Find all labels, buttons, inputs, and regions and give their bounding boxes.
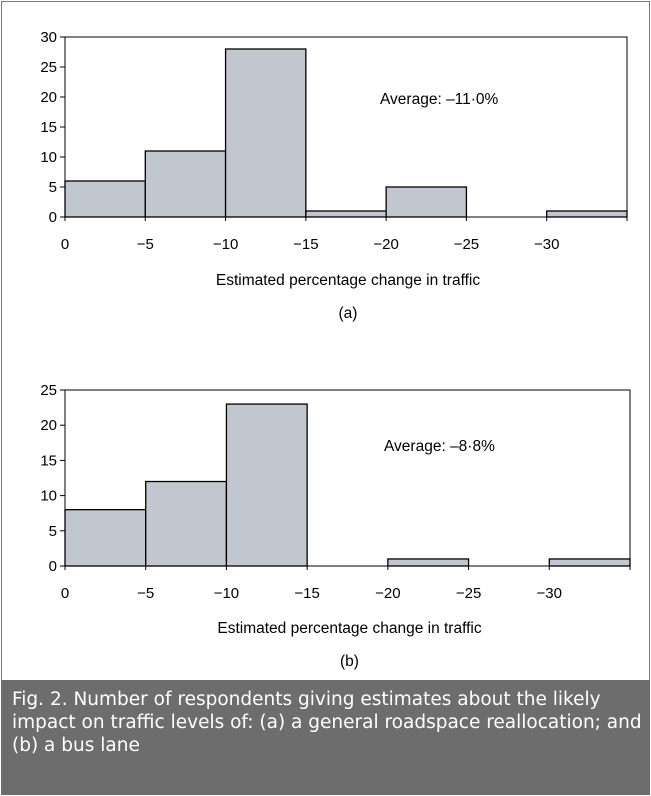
panel-label: (a): [339, 305, 358, 322]
x-tick-label: 0: [61, 236, 69, 253]
bar-1: [144, 150, 227, 218]
chart-panel-a: 0 5 10 15 20 25 30 0 −5 −10 −15 −20 −25 −30 Estimated …: [40, 29, 628, 322]
figure-caption: Fig. 2. Number of respondents giving est…: [1, 680, 650, 795]
average-annotation: Average: –8·8%: [384, 438, 495, 455]
chart-panel-b: 0 5 10 15 20 25 0 −5 −10 −15 −20 −25 −30 Estimated pe…: [40, 382, 631, 670]
x-tick-label: −25: [454, 236, 479, 253]
bar-1: [145, 480, 228, 567]
x-tick-label: −15: [294, 585, 319, 602]
y-tick-label: 30: [40, 29, 57, 46]
bar-2: [224, 48, 307, 218]
x-tick-label: −25: [456, 585, 481, 602]
x-tick-label: −20: [373, 236, 398, 253]
x-tick-label: 0: [61, 585, 69, 602]
bar-2: [225, 403, 308, 567]
panel-label: (b): [340, 653, 359, 670]
y-tick-label: 20: [40, 417, 57, 434]
x-tick-label: −5: [137, 236, 154, 253]
y-tick-label: 5: [49, 179, 57, 196]
x-tick-label: −5: [137, 585, 154, 602]
x-tick-label: −15: [293, 236, 318, 253]
bar-6: [548, 558, 631, 567]
x-tick-label: −30: [537, 585, 562, 602]
x-axis-label: Estimated percentage change in traffic: [217, 620, 481, 637]
x-tick-label: −10: [214, 585, 239, 602]
y-tick-label: 10: [40, 149, 57, 166]
x-axis-label: Estimated percentage change in traffic: [216, 272, 480, 289]
y-tick-label: 10: [40, 488, 57, 505]
y-tick-label: 15: [40, 119, 57, 136]
plot-area: [64, 389, 631, 567]
x-tick-label: −30: [534, 236, 559, 253]
y-tick-label: 20: [40, 89, 57, 106]
y-tick-label: 25: [40, 59, 57, 76]
bar-4: [387, 558, 470, 567]
bar-0: [64, 180, 146, 218]
y-tick-label: 25: [40, 382, 57, 399]
x-tick-label: −20: [375, 585, 400, 602]
bar-0: [64, 509, 147, 567]
bar-3: [305, 210, 387, 218]
y-tick-label: 15: [40, 452, 57, 469]
bar-4: [385, 186, 468, 218]
average-annotation: Average: –11·0%: [380, 91, 499, 108]
figure-charts: 0 5 10 15 20 25 30 0 −5 −10 −15 −20 −25 −30 Estimated …: [40, 29, 631, 670]
y-tick-label: 0: [49, 209, 57, 226]
bar-6: [546, 210, 628, 218]
y-tick-label: 0: [49, 558, 57, 575]
x-tick-label: −10: [213, 236, 238, 253]
y-tick-label: 5: [49, 523, 57, 540]
